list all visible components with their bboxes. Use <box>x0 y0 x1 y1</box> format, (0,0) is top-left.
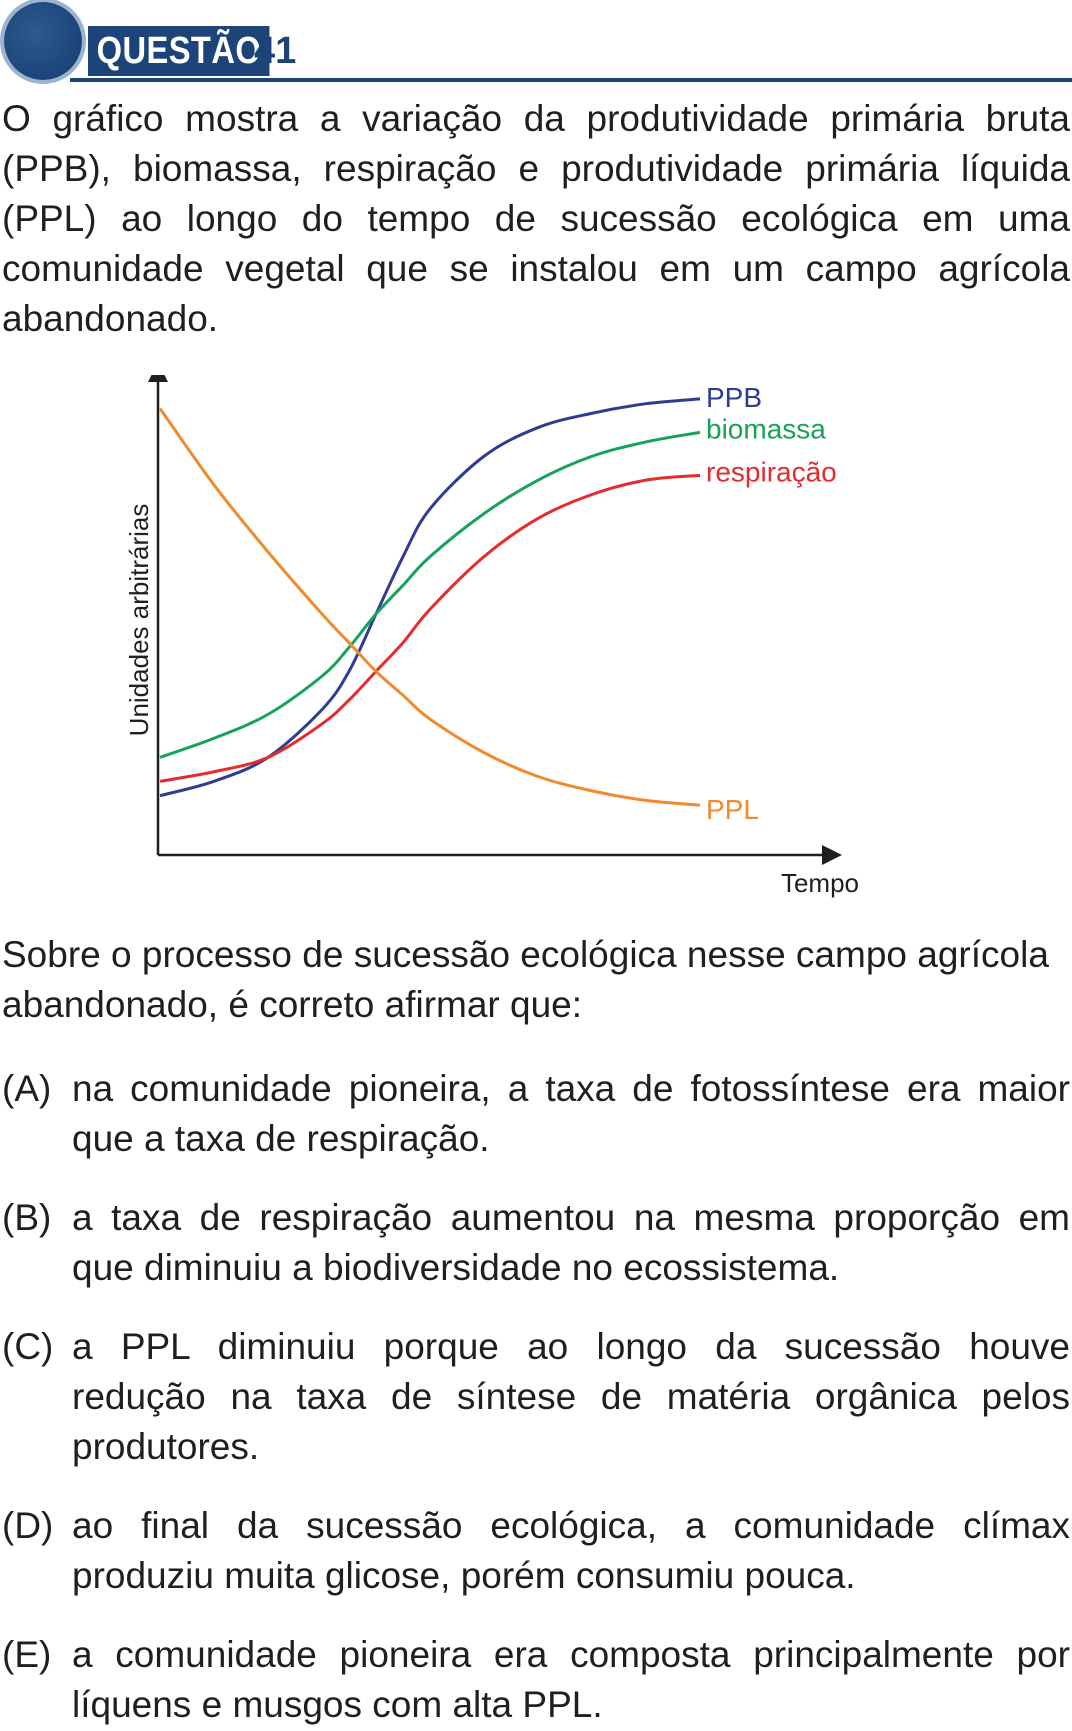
series-label-biomassa: biomassa <box>706 413 826 444</box>
series-line-ppb <box>159 397 701 798</box>
series-line-ppl <box>158 407 701 807</box>
header-divider <box>70 78 1072 82</box>
option-text: na comunidade pioneira, a taxa de fotoss… <box>72 1068 1070 1159</box>
option-text: a comunidade pioneira era composta princ… <box>72 1634 1070 1725</box>
series-line-biomassa <box>159 430 701 759</box>
question-stem: Sobre o processo de sucessão ecológica n… <box>2 934 1049 1025</box>
option-text: a PPL diminuiu porque ao longo da sucess… <box>72 1326 1070 1467</box>
option-letter: (B) <box>2 1197 52 1238</box>
y-axis-label: Unidades arbitrárias <box>124 504 154 737</box>
question-number: 41 <box>254 30 297 72</box>
x-axis-label: Tempo <box>781 868 859 898</box>
option-letter: (D) <box>2 1505 54 1546</box>
option-letter: (E) <box>2 1634 52 1675</box>
option-letter: (C) <box>2 1326 54 1367</box>
series-line-respiracao <box>159 473 701 783</box>
option-letter: (A) <box>2 1068 52 1109</box>
question-badge-icon <box>4 2 82 80</box>
series-label-ppb: PPB <box>706 382 762 413</box>
question-intro: O gráfico mostra a variação da produtivi… <box>2 98 1070 339</box>
chart-axes: Unidades arbitrárias Tempo <box>124 375 859 898</box>
chart-series <box>158 397 701 807</box>
option-text: a taxa de respiração aumentou na mesma p… <box>72 1197 1070 1288</box>
series-label-ppl: PPL <box>706 794 759 825</box>
question-header: QUESTÃO 41 <box>0 0 1072 92</box>
y-axis-arrow-icon <box>148 375 168 382</box>
question-label: QUESTÃO <box>88 26 270 76</box>
series-label-respiracao: respiração <box>706 456 837 487</box>
option-text: ao final da sucessão ecológica, a comuni… <box>72 1505 1070 1596</box>
x-axis-arrow-icon <box>822 845 842 865</box>
